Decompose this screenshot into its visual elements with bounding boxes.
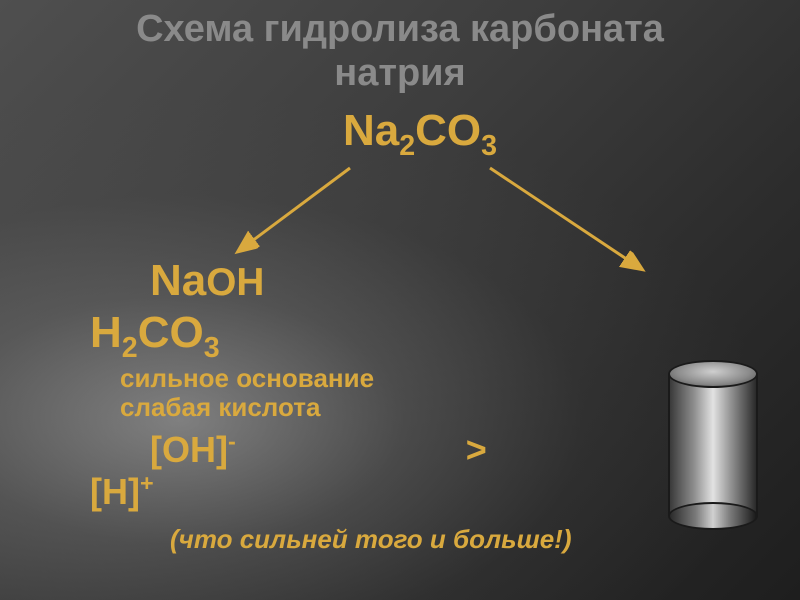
formula-part: ОН bbox=[206, 261, 264, 304]
arrow-right-line bbox=[490, 168, 640, 268]
ineq-h: [Н] bbox=[90, 471, 140, 512]
desc-line1: сильное основание bbox=[120, 364, 374, 393]
cylinder-bottom bbox=[668, 502, 758, 530]
ineq-h-sup: + bbox=[140, 470, 154, 496]
footer-note: (что сильней того и больше!) bbox=[170, 524, 572, 555]
slide: Схема гидролиза карбоната натрия Na2CO3 … bbox=[0, 0, 800, 600]
cylinder-body bbox=[668, 374, 758, 516]
ineq-gt: > bbox=[466, 429, 487, 470]
formula-sub: 2 bbox=[122, 332, 138, 364]
formula-naoh: NaОН bbox=[150, 256, 264, 306]
cylinder-icon bbox=[668, 360, 758, 530]
formula-h2co3: Н2CO3 bbox=[90, 308, 220, 365]
formula-part: Na bbox=[150, 256, 206, 305]
desc-line2: слабая кислота bbox=[120, 393, 374, 422]
cylinder-top bbox=[668, 360, 758, 388]
formula-part: CO bbox=[138, 308, 204, 357]
inequality-line2: [Н]+ bbox=[90, 470, 154, 513]
ineq-oh: [ОН] bbox=[150, 429, 228, 470]
arrow-left-line bbox=[240, 168, 350, 250]
ineq-oh-sup: - bbox=[228, 428, 236, 454]
formula-part: Н bbox=[90, 308, 122, 357]
inequality-line1: [ОН]- > bbox=[150, 428, 487, 471]
base-acid-description: сильное основание слабая кислота bbox=[120, 364, 374, 421]
formula-sub: 3 bbox=[204, 332, 220, 364]
